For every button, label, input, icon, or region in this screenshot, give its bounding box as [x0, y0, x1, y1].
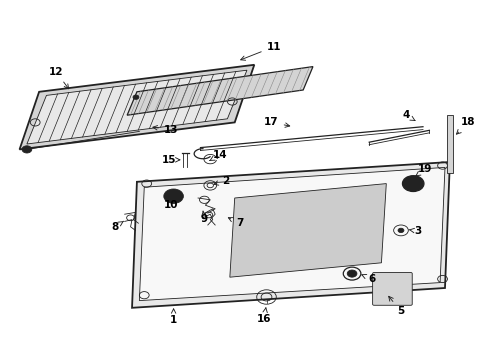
- Circle shape: [346, 270, 356, 277]
- Text: 16: 16: [256, 308, 271, 324]
- Circle shape: [22, 146, 32, 153]
- Polygon shape: [127, 67, 312, 115]
- Text: 10: 10: [163, 197, 178, 210]
- Circle shape: [163, 189, 183, 203]
- Text: 1: 1: [170, 309, 177, 325]
- Text: 17: 17: [264, 117, 289, 127]
- Text: 6: 6: [361, 274, 374, 284]
- Polygon shape: [132, 162, 449, 308]
- Polygon shape: [27, 70, 246, 144]
- Text: 7: 7: [228, 218, 243, 228]
- Text: 13: 13: [153, 125, 178, 135]
- FancyBboxPatch shape: [372, 273, 411, 305]
- Circle shape: [397, 228, 403, 233]
- Circle shape: [133, 95, 139, 99]
- Text: 5: 5: [388, 296, 404, 316]
- Text: 15: 15: [161, 155, 180, 165]
- Polygon shape: [139, 167, 444, 301]
- Text: 4: 4: [401, 110, 414, 121]
- Polygon shape: [20, 65, 254, 149]
- Text: 3: 3: [408, 226, 421, 236]
- Text: 12: 12: [49, 67, 68, 89]
- Polygon shape: [229, 184, 386, 277]
- Circle shape: [407, 179, 418, 188]
- Text: 14: 14: [209, 150, 227, 161]
- Bar: [447, 115, 452, 173]
- Text: 11: 11: [240, 42, 281, 60]
- Text: 2: 2: [213, 176, 229, 186]
- Text: 8: 8: [111, 221, 123, 232]
- Text: 9: 9: [201, 211, 207, 224]
- Circle shape: [169, 193, 178, 199]
- Circle shape: [402, 176, 423, 192]
- Text: 18: 18: [456, 117, 475, 134]
- Text: 19: 19: [415, 164, 432, 176]
